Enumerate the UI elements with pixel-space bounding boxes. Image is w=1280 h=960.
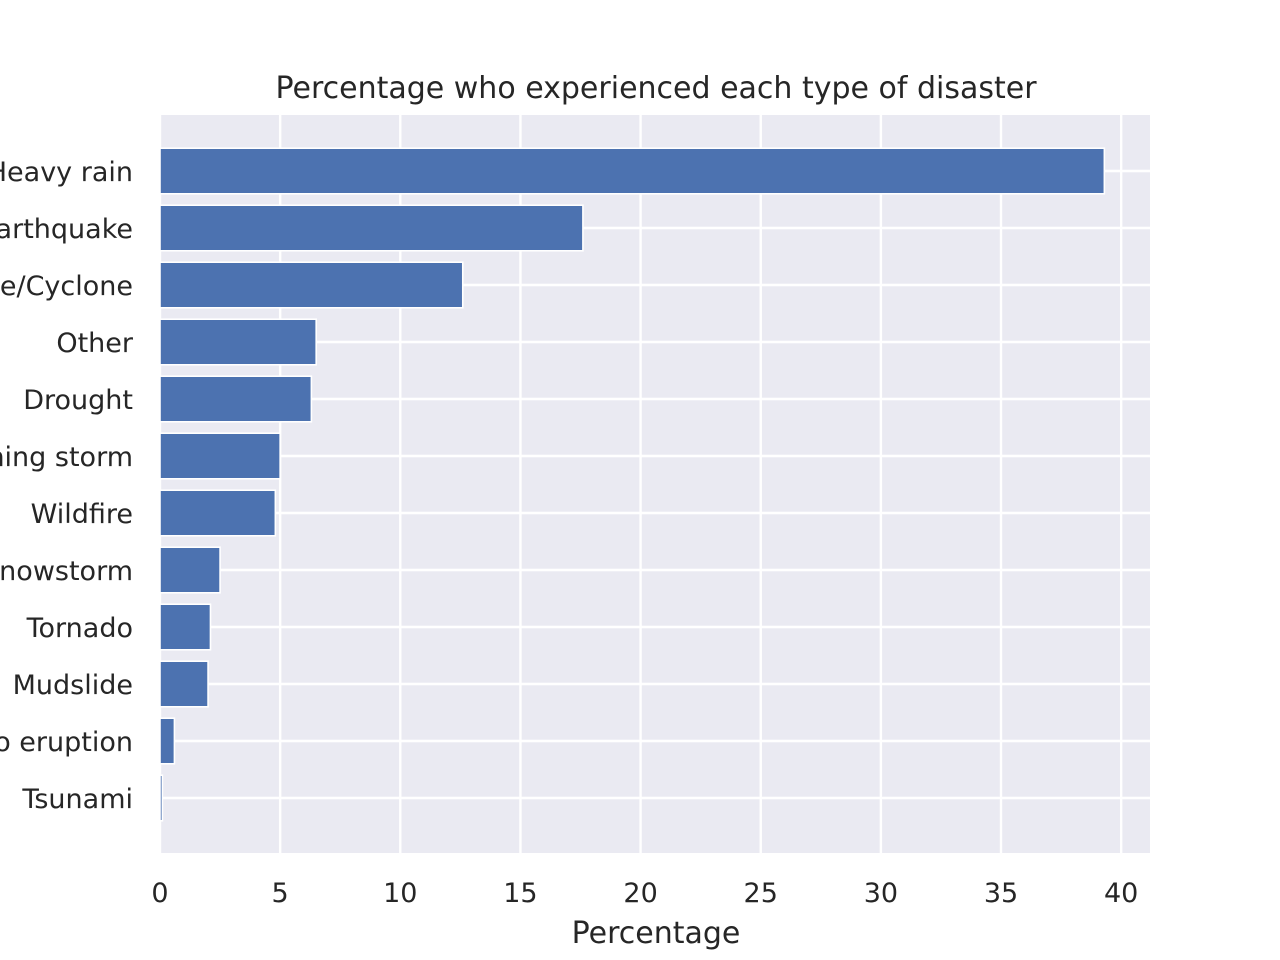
chart-title: Percentage who experienced each type of …: [275, 71, 1037, 106]
category-label: Snowstorm: [0, 556, 133, 587]
category-label: Other: [56, 328, 134, 359]
bar-mudslide: [159, 660, 209, 708]
category-label: Tsunami: [21, 784, 133, 815]
bar-hurricane-cyclone: [159, 261, 464, 309]
x-tick-label: 20: [623, 878, 657, 909]
category-label: Lightning storm: [0, 442, 133, 473]
bar-earthquake: [159, 204, 584, 252]
category-label: Heavy rain: [0, 157, 133, 188]
x-tick-label: 5: [272, 878, 289, 909]
bar-tsunami: [159, 774, 164, 822]
bar-wildfire: [159, 489, 277, 537]
category-label: Wildfire: [31, 499, 133, 530]
bar-drought: [159, 375, 313, 423]
category-label: Hurricane/Cyclone: [0, 271, 133, 302]
category-label: Earthquake: [0, 214, 133, 245]
x-tick-labels: 0 5 10 15 20 25 30 35 40: [151, 878, 1138, 909]
x-tick-label: 40: [1104, 878, 1138, 909]
x-tick-label: 15: [503, 878, 537, 909]
x-axis-label: Percentage: [572, 916, 741, 951]
x-tick-label: 0: [151, 878, 168, 909]
category-labels: Heavy rain Earthquake Hurricane/Cyclone Oth…: [0, 157, 134, 815]
category-label: Mudslide: [13, 670, 133, 701]
bar-tornado: [159, 603, 212, 651]
x-tick-label: 10: [383, 878, 417, 909]
bar-lightning-storm: [159, 432, 281, 480]
bar-other: [159, 318, 317, 366]
x-tick-label: 35: [984, 878, 1018, 909]
bar-volcano-eruption: [159, 717, 176, 765]
x-tick-label: 25: [744, 878, 778, 909]
category-label: Volcano eruption: [0, 727, 133, 758]
bars-group: [159, 147, 1106, 822]
bar-snowstorm: [159, 546, 221, 594]
category-label: Drought: [23, 385, 133, 416]
bar-heavy-rain: [159, 147, 1106, 195]
x-tick-label: 30: [864, 878, 898, 909]
category-label: Tornado: [26, 613, 133, 644]
